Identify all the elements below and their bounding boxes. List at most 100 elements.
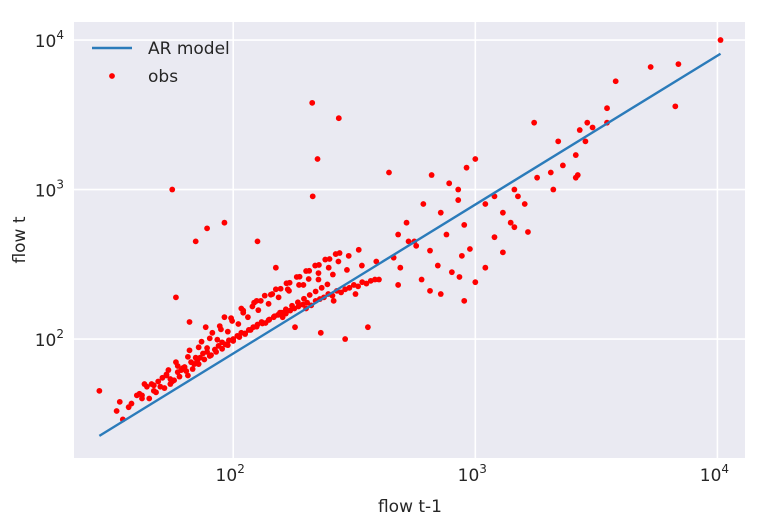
obs-point bbox=[165, 367, 172, 373]
obs-point bbox=[189, 366, 196, 372]
obs-point bbox=[296, 273, 303, 280]
obs-point bbox=[584, 119, 591, 126]
obs-point bbox=[352, 291, 359, 297]
obs-point bbox=[547, 169, 554, 176]
obs-points bbox=[96, 37, 724, 423]
obs-point bbox=[169, 186, 176, 193]
obs-point bbox=[316, 262, 322, 268]
obs-point bbox=[157, 383, 164, 390]
obs-point bbox=[296, 282, 302, 288]
obs-point bbox=[395, 282, 402, 288]
obs-point bbox=[376, 276, 382, 283]
obs-point bbox=[461, 221, 468, 228]
obs-point bbox=[434, 262, 441, 269]
obs-point bbox=[300, 282, 307, 288]
obs-point bbox=[325, 264, 332, 271]
obs-point bbox=[96, 387, 103, 394]
obs-point bbox=[355, 283, 361, 290]
obs-point bbox=[185, 372, 191, 379]
obs-point bbox=[306, 292, 313, 298]
obs-point bbox=[534, 174, 541, 181]
obs-point bbox=[284, 286, 291, 293]
obs-point bbox=[214, 336, 221, 343]
obs-point bbox=[338, 289, 344, 296]
obs-point bbox=[265, 300, 272, 307]
obs-point bbox=[141, 381, 148, 387]
obs-point bbox=[420, 201, 427, 207]
obs-point bbox=[230, 338, 237, 344]
obs-point bbox=[322, 256, 329, 263]
obs-point bbox=[472, 156, 479, 162]
obs-point bbox=[261, 292, 268, 299]
obs-point bbox=[289, 302, 295, 309]
obs-point bbox=[427, 287, 433, 294]
obs-point bbox=[555, 138, 562, 145]
obs-point bbox=[318, 284, 325, 291]
obs-point bbox=[559, 162, 566, 169]
obs-point bbox=[180, 365, 186, 371]
obs-point bbox=[155, 378, 162, 385]
obs-point bbox=[277, 285, 284, 292]
obs-point bbox=[272, 286, 279, 293]
obs-point bbox=[224, 328, 231, 335]
obs-point bbox=[482, 201, 489, 207]
obs-point bbox=[345, 252, 352, 259]
obs-point bbox=[456, 274, 463, 280]
obs-point bbox=[282, 306, 289, 313]
obs-point bbox=[163, 372, 170, 379]
obs-point bbox=[294, 299, 301, 306]
obs-point bbox=[167, 376, 174, 382]
obs-point bbox=[324, 281, 331, 288]
obs-point bbox=[363, 280, 370, 287]
obs-point bbox=[499, 209, 506, 216]
obs-point bbox=[218, 326, 224, 333]
obs-point bbox=[113, 408, 120, 414]
obs-point bbox=[358, 262, 365, 269]
obs-point bbox=[437, 291, 444, 297]
obs-point bbox=[150, 382, 157, 389]
obs-point bbox=[612, 78, 619, 85]
obs-point bbox=[309, 193, 316, 200]
obs-point bbox=[186, 319, 193, 325]
x-tick-label: 102 bbox=[216, 462, 245, 486]
obs-point bbox=[582, 138, 589, 145]
obs-point bbox=[255, 307, 262, 314]
obs-point bbox=[455, 186, 462, 193]
obs-point bbox=[204, 345, 210, 351]
legend-label: AR model bbox=[148, 39, 230, 59]
obs-point bbox=[344, 266, 350, 273]
obs-point bbox=[201, 356, 208, 363]
y-tick-label: 104 bbox=[35, 28, 64, 52]
legend: AR model obs bbox=[92, 39, 230, 87]
obs-point bbox=[224, 342, 231, 349]
obs-point bbox=[174, 363, 181, 369]
obs-point bbox=[206, 335, 213, 342]
obs-point bbox=[247, 327, 254, 333]
obs-point bbox=[265, 317, 272, 323]
obs-point bbox=[259, 320, 266, 327]
obs-point bbox=[335, 258, 342, 265]
obs-point bbox=[286, 279, 293, 286]
obs-point bbox=[531, 119, 538, 126]
obs-point bbox=[315, 276, 322, 283]
obs-point bbox=[192, 354, 199, 361]
obs-point bbox=[301, 295, 307, 302]
obs-point bbox=[206, 353, 213, 359]
obs-point bbox=[336, 250, 343, 256]
obs-point bbox=[482, 264, 489, 271]
obs-point bbox=[305, 276, 312, 282]
grid bbox=[74, 22, 745, 458]
obs-point bbox=[403, 219, 410, 226]
obs-point bbox=[647, 64, 654, 70]
obs-point bbox=[427, 247, 433, 254]
y-tick-labels: 102 103 104 bbox=[35, 28, 64, 351]
legend-marker-swatch bbox=[109, 73, 115, 79]
x-axis-label: flow t-1 bbox=[378, 497, 442, 517]
obs-point bbox=[437, 209, 444, 216]
obs-point bbox=[209, 329, 216, 336]
obs-point bbox=[395, 231, 402, 238]
obs-point bbox=[185, 353, 191, 360]
obs-point bbox=[277, 309, 283, 316]
obs-point bbox=[455, 197, 462, 203]
obs-point bbox=[116, 398, 123, 405]
